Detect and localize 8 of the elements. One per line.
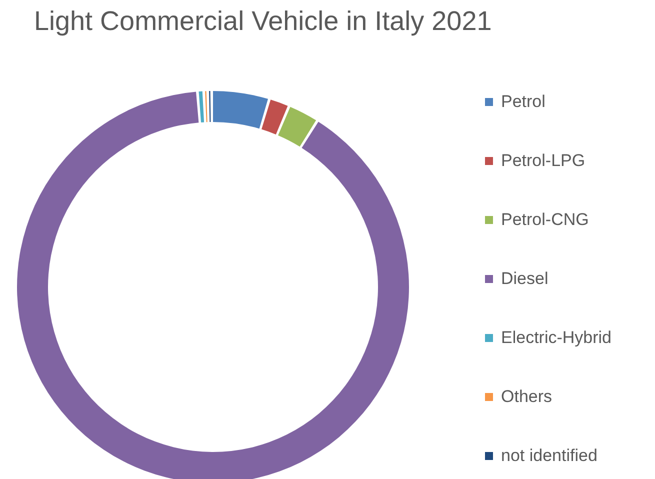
legend-label: Petrol [501, 92, 546, 112]
chart-title: Light Commercial Vehicle in Italy 2021 [34, 6, 492, 37]
legend-label: Others [501, 386, 552, 406]
legend-label: Petrol-LPG [501, 150, 586, 170]
legend-label: Diesel [501, 268, 548, 288]
legend-label: Petrol-CNG [501, 210, 589, 230]
legend-label: Electric-Hybrid [501, 328, 612, 348]
legend-label: not identified [501, 446, 598, 466]
